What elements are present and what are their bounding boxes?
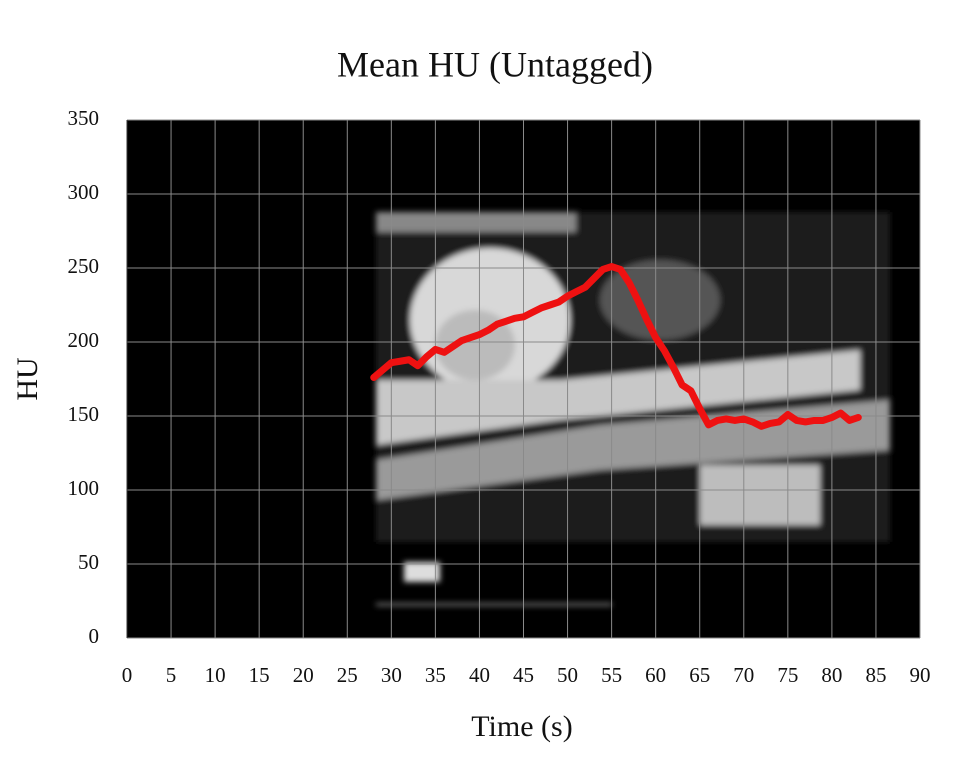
y-tick-label: 200 xyxy=(68,328,100,352)
y-tick-label: 100 xyxy=(68,476,100,500)
grid xyxy=(126,119,921,639)
ct-line xyxy=(376,603,612,606)
x-tick-label: 50 xyxy=(557,663,578,687)
x-tick-label: 5 xyxy=(166,663,177,687)
y-tick-label: 250 xyxy=(68,254,100,278)
ct-vessel xyxy=(376,350,860,445)
ct-ribs xyxy=(376,212,576,232)
ct-bone xyxy=(700,465,820,525)
x-tick-label: 30 xyxy=(381,663,402,687)
x-tick-label: 55 xyxy=(601,663,622,687)
y-tick-label: 150 xyxy=(68,402,100,426)
x-tick-label: 90 xyxy=(910,663,931,687)
x-tick-label: 25 xyxy=(337,663,358,687)
ct-marker xyxy=(404,562,440,582)
x-tick-label: 70 xyxy=(733,663,754,687)
x-tick-label: 10 xyxy=(205,663,226,687)
x-tick-label: 20 xyxy=(293,663,314,687)
chart-title: Mean HU (Untagged) xyxy=(337,44,653,84)
x-tick-label: 15 xyxy=(249,663,270,687)
x-tick-label: 65 xyxy=(689,663,710,687)
x-tick-label: 75 xyxy=(777,663,798,687)
y-tick-label: 50 xyxy=(78,550,99,574)
x-tick-label: 80 xyxy=(821,663,842,687)
y-tick-label: 350 xyxy=(68,106,100,130)
x-axis-title: Time (s) xyxy=(471,710,572,743)
x-tick-label: 0 xyxy=(122,663,133,687)
y-tick-label: 0 xyxy=(89,624,100,648)
y-tick-label: 300 xyxy=(68,180,100,204)
x-tick-label: 40 xyxy=(469,663,490,687)
x-tick-label: 45 xyxy=(513,663,534,687)
x-tick-label: 35 xyxy=(425,663,446,687)
x-tick-label: 85 xyxy=(865,663,886,687)
x-tick-label: 60 xyxy=(645,663,666,687)
data-line xyxy=(370,263,862,430)
y-axis-title: HU xyxy=(11,357,44,401)
marks xyxy=(370,263,862,430)
